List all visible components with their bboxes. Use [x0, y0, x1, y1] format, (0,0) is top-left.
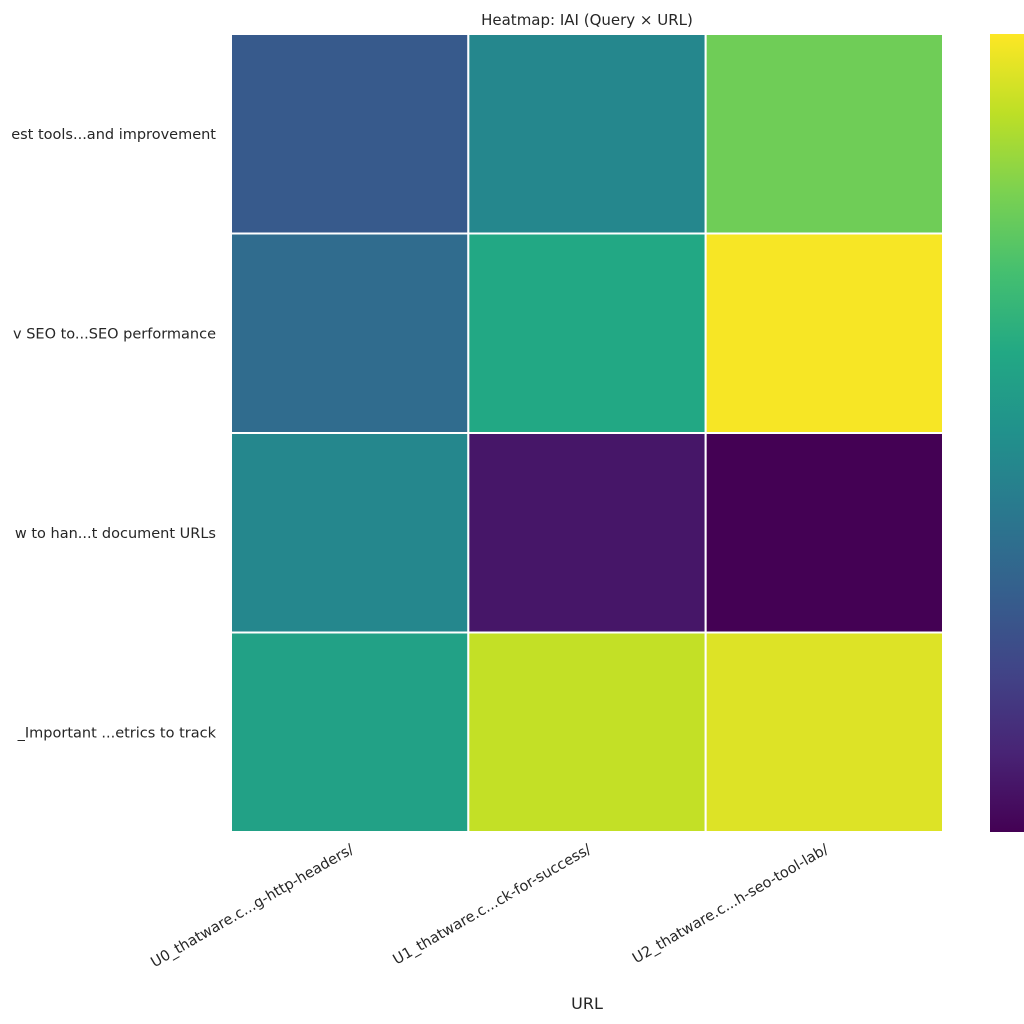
- heatmap-cell: [230, 432, 470, 634]
- heatmap-cell: [704, 432, 945, 634]
- y-tick-label: v SEO to...SEO performance: [13, 326, 216, 342]
- heatmap-cell: [467, 232, 707, 434]
- heatmap-cell: [704, 631, 945, 833]
- heatmap-cell: [230, 33, 470, 235]
- x-tick-label: U1_thatware.c...ck-for-success/: [391, 842, 595, 969]
- y-tick-label: w to han...t document URLs: [15, 526, 216, 542]
- x-tick-label: U0_thatware.c...g-http-headers/: [148, 842, 356, 972]
- heatmap-cell: [230, 232, 470, 434]
- heatmap-cell: [230, 631, 470, 833]
- x-axis-label: URL: [571, 994, 603, 1013]
- colorbar: [990, 34, 1024, 832]
- heatmap-cell: [704, 232, 945, 434]
- y-tick-label: est tools...and improvement: [11, 127, 216, 143]
- heatmap-cell: [467, 432, 707, 634]
- chart-title: Heatmap: IAI (Query × URL): [481, 11, 693, 29]
- heatmap-cell: [467, 631, 707, 833]
- y-tick-label: _Important ...etrics to track: [17, 725, 217, 741]
- heatmap-cell: [467, 33, 707, 235]
- x-tick-label: U2_thatware.c...h-seo-tool-lab/: [630, 842, 831, 968]
- heatmap-cell: [704, 33, 945, 235]
